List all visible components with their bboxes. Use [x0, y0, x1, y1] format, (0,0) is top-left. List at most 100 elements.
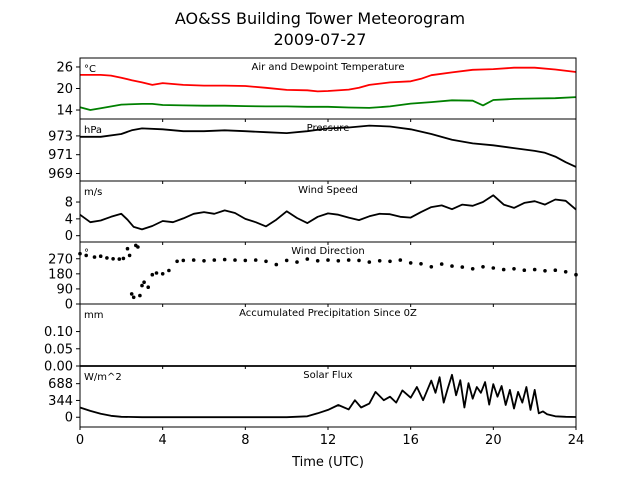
- y-tick-label: 4: [65, 212, 73, 227]
- data-point: [222, 257, 227, 262]
- data-point: [142, 280, 146, 285]
- panel-unit-label: °: [84, 248, 89, 259]
- data-point: [131, 295, 136, 300]
- data-point: [136, 245, 140, 249]
- y-tick-label: 973: [48, 129, 73, 144]
- y-tick-label: 180: [48, 267, 73, 282]
- y-tick-label: 0.10: [44, 325, 73, 340]
- data-point: [470, 267, 475, 271]
- data-point: [326, 258, 330, 262]
- y-tick-label: 969: [48, 167, 73, 182]
- y-tick-label: 26: [56, 60, 73, 75]
- panel-unit-label: W/m^2: [84, 372, 122, 383]
- series-1-line: [80, 124, 577, 168]
- figure-title: AO&SS Building Tower Meteorogram: [175, 9, 465, 28]
- data-point: [243, 258, 248, 263]
- panel-title: Solar Flux: [303, 370, 353, 381]
- y-tick-label: 971: [48, 148, 73, 163]
- data-point: [532, 267, 537, 272]
- panel-title: Pressure: [307, 123, 350, 134]
- data-point: [419, 262, 423, 266]
- panel-1: 14 20 26 °C Air and Dewpoint Temperature: [56, 57, 577, 122]
- data-point: [543, 269, 547, 273]
- data-point: [357, 258, 361, 263]
- figure-subtitle: 2009-07-27: [274, 30, 367, 49]
- data-point: [429, 265, 434, 269]
- series-1-line: [80, 66, 577, 93]
- series-2-line: [79, 96, 577, 111]
- y-tick-label: 14: [56, 104, 73, 119]
- data-point: [264, 259, 268, 264]
- x-tick-label: 8: [241, 433, 249, 448]
- data-point: [346, 258, 351, 262]
- series-1-line: [79, 194, 577, 231]
- data-point: [501, 267, 506, 272]
- data-point: [202, 259, 206, 263]
- x-tick-label: 4: [159, 433, 167, 448]
- data-point: [274, 262, 279, 267]
- y-tick-label: 8: [65, 196, 73, 211]
- y-tick-label: 20: [56, 82, 73, 97]
- series-1-line: [79, 373, 577, 419]
- panel-title: Accumulated Precipitation Since 0Z: [239, 308, 417, 319]
- data-point: [117, 257, 122, 261]
- panel-title: Air and Dewpoint Temperature: [252, 62, 405, 73]
- panel-3: 0 48 m/s Wind Speed: [65, 180, 577, 245]
- panel-unit-label: hPa: [84, 125, 102, 136]
- data-point: [84, 253, 88, 258]
- x-tick-label: 24: [568, 433, 585, 448]
- data-point: [140, 283, 144, 288]
- data-point: [175, 259, 179, 264]
- data-point: [105, 256, 109, 260]
- y-tick-label: 344: [48, 394, 73, 409]
- data-point: [233, 258, 237, 262]
- data-point: [284, 258, 289, 263]
- data-point: [336, 259, 341, 263]
- y-tick-label: 0: [65, 298, 73, 313]
- data-point: [553, 268, 558, 273]
- data-point: [450, 264, 454, 268]
- data-point: [111, 257, 115, 261]
- data-point: [305, 257, 310, 261]
- data-point: [377, 259, 382, 263]
- data-point: [315, 259, 320, 263]
- data-point: [160, 272, 165, 276]
- data-point: [129, 292, 134, 296]
- data-point: [388, 259, 392, 264]
- data-point: [253, 258, 258, 262]
- y-tick-label: 0: [65, 411, 73, 426]
- x-axis: 0 4 8 12 16 20 24: [76, 433, 584, 448]
- panel-title: Wind Direction: [291, 246, 365, 257]
- data-point: [138, 293, 142, 298]
- x-tick-label: 20: [485, 433, 502, 448]
- data-point: [127, 253, 132, 258]
- panel-unit-label: °C: [84, 64, 96, 75]
- data-point: [398, 258, 403, 262]
- panel-title: Wind Speed: [298, 185, 358, 196]
- data-point: [439, 262, 444, 266]
- panel-6: 0 344 688 W/m^2 Solar Flux: [48, 365, 577, 430]
- y-tick-label: 0.00: [44, 360, 73, 375]
- data-point: [92, 255, 97, 259]
- panel-2: 969 971 973 hPa Pressure: [48, 118, 577, 184]
- data-point: [408, 261, 413, 265]
- data-point: [181, 258, 186, 263]
- data-point: [154, 271, 159, 275]
- panel-unit-label: m/s: [84, 187, 102, 198]
- x-tick-label: 16: [402, 433, 419, 448]
- data-point: [367, 260, 372, 264]
- data-point: [167, 268, 171, 273]
- y-tick-label: 90: [56, 282, 73, 297]
- data-point: [98, 254, 103, 258]
- data-point: [121, 256, 126, 261]
- data-point: [512, 267, 516, 271]
- y-tick-label: 270: [48, 252, 73, 267]
- data-point: [212, 258, 217, 262]
- x-axis-label: Time (UTC): [291, 455, 364, 470]
- y-tick-label: 0.05: [44, 342, 73, 357]
- data-point: [191, 258, 196, 262]
- data-point: [460, 265, 465, 269]
